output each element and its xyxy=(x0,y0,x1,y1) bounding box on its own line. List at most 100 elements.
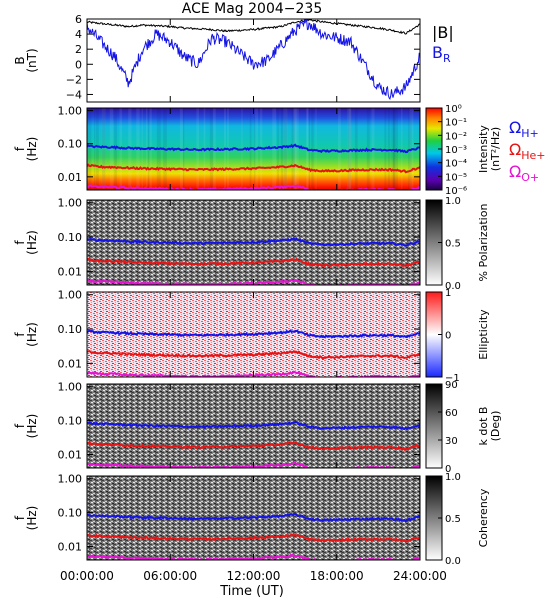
plot-area-1 xyxy=(87,108,420,190)
y-axis-label: f xyxy=(13,423,27,428)
spectrogram-streak xyxy=(96,108,99,190)
y-tick-label: 0.01 xyxy=(58,265,83,278)
colorbar-tick-label: 10⁰ xyxy=(445,104,462,115)
spectrogram-streak xyxy=(272,108,276,190)
panel-3: 1.00 0.10 0.01 f(Hz) 1 0 −1 Ellipticity xyxy=(13,288,490,384)
spectrogram-streak xyxy=(347,108,351,190)
y-axis-unit: (Hz) xyxy=(25,414,39,439)
legend-gyro: ΩH+ΩHe+ΩO+ xyxy=(509,118,546,184)
colorbar-tick-label: 10⁻⁶ xyxy=(445,186,467,197)
colorbar-tick-label: 0.0 xyxy=(445,281,461,292)
plot-area-5 xyxy=(87,476,420,560)
spectrogram-streak xyxy=(408,108,412,190)
colorbar-tick-label: 10⁻⁵ xyxy=(445,172,467,183)
y-tick-label: 4 xyxy=(75,28,82,41)
colorbar-tick-label: 0.0 xyxy=(445,556,461,567)
gyro-line-he-plus xyxy=(87,163,420,174)
gyro-line-h-plus xyxy=(87,237,420,247)
legend-entry: ΩH+ xyxy=(509,118,539,140)
spectrogram-streak xyxy=(384,108,387,190)
spectrogram-streak xyxy=(393,108,396,190)
spectrogram-streak xyxy=(308,108,310,190)
spectrogram-streak xyxy=(354,108,358,190)
colorbar-tick-label: 10⁻¹ xyxy=(445,118,467,129)
colorbar-label: Intensity xyxy=(477,125,490,173)
line-b-mag xyxy=(87,19,420,35)
spectrogram-streak xyxy=(311,108,314,190)
y-axis-label: f xyxy=(13,515,27,520)
x-tick-label: 24:00:00 xyxy=(393,569,447,583)
y-tick-label: 0.10 xyxy=(58,507,83,520)
colorbar-tick-label: −1 xyxy=(445,373,460,384)
colorbar-tick-label: 10⁻⁴ xyxy=(445,159,467,170)
y-tick-label: 0.10 xyxy=(58,415,83,428)
spectrogram-streak xyxy=(87,108,92,190)
y-tick-label: −4 xyxy=(66,88,82,101)
colorbar-label: % Polarization xyxy=(477,204,490,282)
y-axis-label: f xyxy=(13,332,27,337)
gyro-line-he-plus xyxy=(87,257,420,268)
y-tick-label: −2 xyxy=(66,73,82,86)
spectrogram-streak xyxy=(315,108,317,190)
spectrogram-streak xyxy=(102,108,106,190)
spectrogram-streak xyxy=(283,108,288,190)
colorbar-tick-label: 60 xyxy=(445,408,458,419)
spectrogram-streak xyxy=(293,108,296,190)
legend-entry: BR xyxy=(432,43,451,65)
y-tick-label: 1.00 xyxy=(58,473,83,486)
colorbar-tick-label: 30 xyxy=(445,436,458,447)
colorbar-tick-label: 1.0 xyxy=(445,196,461,207)
spectrogram-streak xyxy=(366,108,370,190)
y-axis-unit: (Hz) xyxy=(25,506,39,531)
y-tick-label: 0.01 xyxy=(58,357,83,370)
panel-0: 6 4 2 0 −2 −4 B(nT) xyxy=(13,13,421,103)
y-tick-label: 0.10 xyxy=(58,323,83,336)
colorbar-tick-label: 10⁻³ xyxy=(445,145,467,156)
spectrogram-streak xyxy=(338,108,341,190)
spectrogram-streak xyxy=(291,108,295,190)
x-tick-label: 00:00:00 xyxy=(60,569,114,583)
colorbar-tick-label: 0 xyxy=(445,464,451,475)
plot-area-0 xyxy=(87,19,420,100)
x-tick-label: 12:00:00 xyxy=(227,569,281,583)
spectrogram-streak xyxy=(387,108,391,190)
y-tick-label: 1.00 xyxy=(58,105,83,118)
y-axis-unit: (Hz) xyxy=(25,322,39,347)
colorbar-label: Ellipticity xyxy=(477,309,490,360)
colorbar-tick-label: 10⁻² xyxy=(445,131,467,142)
spectrogram-streak xyxy=(347,108,351,190)
colorbar-unit: (nT²/Hz) xyxy=(489,127,502,171)
y-tick-label: 6 xyxy=(75,13,82,26)
panel-5: 1.00 0.10 0.01 f(Hz) 1.0 0.5 0.0 Coherency xyxy=(13,472,490,567)
spectrogram-streak xyxy=(393,108,396,190)
spectrogram-streak xyxy=(401,108,403,190)
x-tick-label: 18:00:00 xyxy=(310,569,364,583)
x-tick-label: 06:00:00 xyxy=(143,569,197,583)
spectrogram-streak xyxy=(293,108,297,190)
y-tick-label: 2 xyxy=(75,43,82,56)
spectrogram-streak xyxy=(94,108,96,190)
spectrogram-streak xyxy=(283,108,287,190)
colorbar-tick-label: 90 xyxy=(445,380,458,391)
colorbar-label: Coherency xyxy=(477,488,490,547)
gyro-line-h-plus xyxy=(87,512,420,523)
panel-2: 1.00 0.10 0.01 f(Hz) 1.0 0.5 0.0 % Polarization xyxy=(13,196,490,292)
spectrogram-streak xyxy=(296,108,299,190)
y-tick-label: 0.10 xyxy=(58,138,83,151)
panel-4: 1.00 0.10 0.01 f(Hz) 90 60 30 0 k dot B (Deg) xyxy=(13,380,502,475)
figure-title: ACE Mag 2004−235 xyxy=(182,1,322,17)
panel-frame-0 xyxy=(86,18,421,103)
colorbar-tick-label: 0.5 xyxy=(445,239,461,250)
colorbar-label: k dot B xyxy=(477,407,490,446)
legend-entry: |B| xyxy=(432,23,454,42)
plot-area-2 xyxy=(87,200,420,285)
spectrogram-streak xyxy=(128,108,132,190)
spectrogram-streak xyxy=(101,108,106,190)
y-axis-unit: (Hz) xyxy=(25,137,39,162)
y-tick-label: 1.00 xyxy=(58,289,83,302)
y-tick-label: 1.00 xyxy=(58,381,83,394)
y-tick-label: 0.01 xyxy=(58,171,83,184)
colorbar-tick-label: 1 xyxy=(445,288,451,299)
colorbar-tick-label: 1.0 xyxy=(445,472,461,483)
